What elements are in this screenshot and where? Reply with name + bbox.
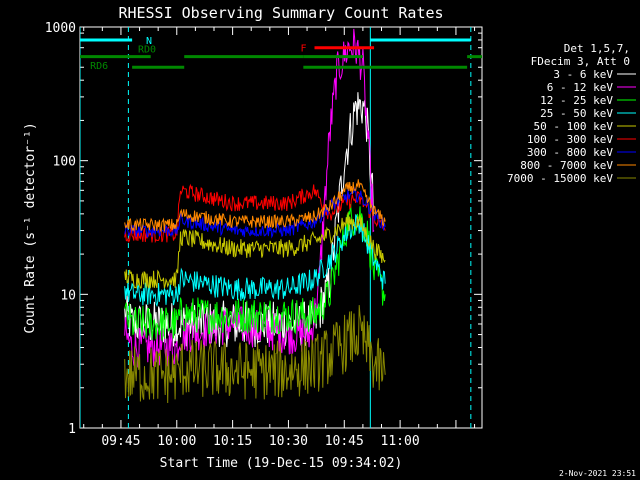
x-tick-label: 10:00 xyxy=(157,434,196,449)
legend-header: FDecim 3, Att 0 xyxy=(531,55,630,68)
legend-entry: 100 - 300 keV xyxy=(527,133,613,146)
x-tick-label: 11:00 xyxy=(381,434,420,449)
y-tick-label: 10 xyxy=(60,288,76,303)
legend-entry: 25 - 50 keV xyxy=(540,107,613,120)
series-line-4 xyxy=(124,214,386,308)
legend-entry: 7000 - 15000 keV xyxy=(507,172,613,185)
legend-entry: 12 - 25 keV xyxy=(540,94,613,107)
legend-header: Det 1,5,7, xyxy=(564,42,630,55)
series-line-6 xyxy=(124,183,386,244)
legend-entry: 300 - 800 keV xyxy=(527,146,613,159)
series-line-5 xyxy=(124,212,386,289)
annotation-label-f: F xyxy=(301,44,307,55)
x-tick-label: 10:45 xyxy=(325,434,364,449)
y-tick-label: 1000 xyxy=(45,21,76,36)
x-axis-label: Start Time (19-Dec-15 09:34:02) xyxy=(160,456,403,471)
legend-entry: 3 - 6 keV xyxy=(553,68,613,81)
x-tick-label: 09:45 xyxy=(101,434,140,449)
chart-title: RHESSI Observing Summary Count Rates xyxy=(118,4,443,22)
footer-timestamp: 2-Nov-2021 23:51 xyxy=(559,469,636,478)
legend-entry: 6 - 12 keV xyxy=(547,81,614,94)
annotation-label-rd6: RD6 xyxy=(90,61,108,72)
y-tick-label: 100 xyxy=(53,155,76,170)
x-tick-label: 10:30 xyxy=(269,434,308,449)
annotation-label-n: N xyxy=(146,36,152,47)
y-axis-label: Count Rate (s⁻¹ detector⁻¹) xyxy=(23,122,38,333)
annotation-label-rd0: RD0 xyxy=(138,45,156,56)
series-group xyxy=(80,27,482,428)
legend-entry: 50 - 100 keV xyxy=(534,120,614,133)
legend-entry: 800 - 7000 keV xyxy=(520,159,613,172)
series-line-8 xyxy=(124,179,386,233)
x-tick-label: 10:15 xyxy=(213,434,252,449)
series-line-9 xyxy=(124,305,386,404)
plot-area: 1 10 100 1000 09:45 10:00 10:15 10:30 10:45 11:00 xyxy=(45,21,483,449)
y-tick-label: 1 xyxy=(68,422,76,437)
